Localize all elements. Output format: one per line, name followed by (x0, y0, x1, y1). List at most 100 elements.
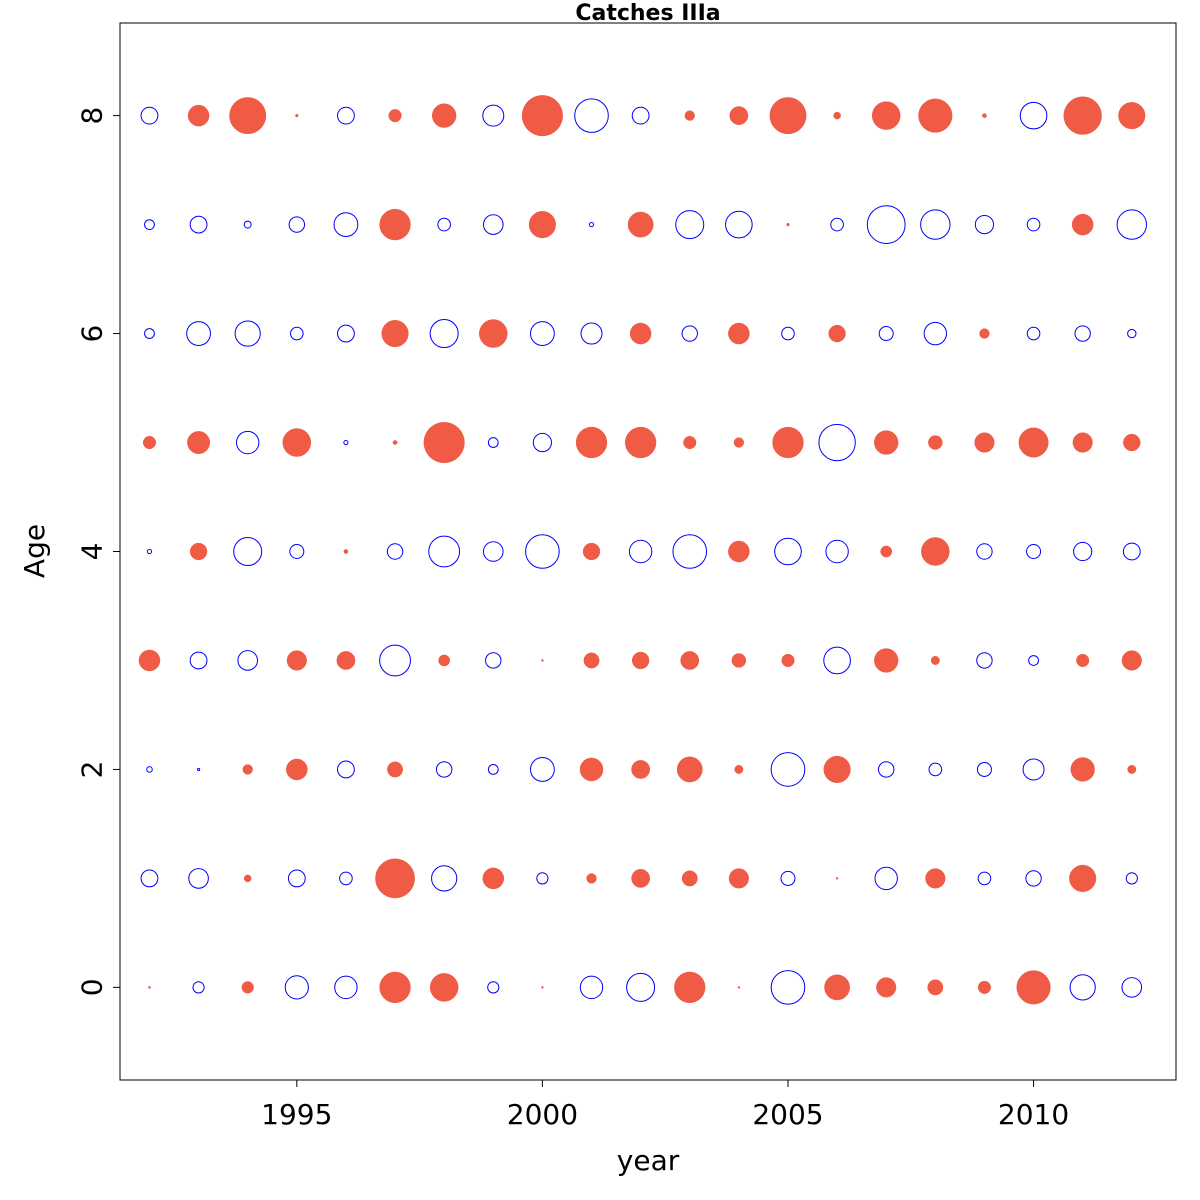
bubble-negative (236, 430, 260, 455)
bubble-positive (627, 211, 654, 238)
bubble-negative (428, 535, 461, 568)
bubble-negative (530, 757, 555, 782)
bubble-positive (737, 986, 741, 989)
x-tick-label: 2000 (507, 1098, 578, 1131)
bubble-positive (631, 651, 650, 670)
bubble-negative (1026, 217, 1041, 232)
bubble-negative (1025, 870, 1042, 887)
bubble-negative (1022, 758, 1045, 781)
bubble-negative (482, 541, 504, 562)
bubble-positive (874, 430, 899, 455)
bubble-positive (582, 542, 601, 561)
bubble-positive (928, 435, 943, 450)
y-tick-label: 4 (76, 543, 109, 561)
bubble-positive (138, 649, 161, 672)
bubble-layer (138, 95, 1147, 1005)
bubble-positive (835, 877, 839, 880)
bubble-positive (1121, 650, 1142, 671)
bubble-negative (435, 761, 453, 778)
bubble-positive (733, 437, 745, 448)
bubble-positive (1018, 427, 1049, 458)
bubble-positive (979, 328, 990, 339)
bubble-positive (1123, 433, 1141, 452)
bubble-negative (579, 975, 604, 1000)
bubble-negative (1019, 101, 1048, 130)
bubble-negative (923, 321, 948, 346)
bubble-negative (825, 539, 849, 564)
bubble-positive (381, 320, 409, 348)
bubble-negative (774, 537, 802, 566)
bubble-positive (528, 211, 556, 239)
bubble-negative (237, 650, 259, 671)
bubble-positive (579, 757, 604, 782)
bubble-negative (487, 764, 499, 775)
bubble-negative (284, 975, 309, 1000)
bubble-positive (930, 656, 940, 665)
bubble-positive (734, 764, 744, 774)
x-tick-label: 1995 (261, 1098, 332, 1131)
bubble-positive (918, 98, 953, 133)
bubble-negative (233, 537, 263, 566)
bubble-negative (532, 432, 553, 453)
bubble-negative (386, 543, 404, 560)
bubble-positive (876, 977, 897, 998)
bubble-positive (772, 426, 804, 459)
bubble-negative (334, 975, 358, 1000)
bubble-negative (144, 219, 155, 230)
bubble-positive (241, 981, 254, 994)
bubble-negative (482, 214, 504, 235)
bubble-positive (974, 432, 995, 453)
bubble-positive (432, 103, 457, 128)
bubble-negative (487, 437, 499, 448)
bubble-negative (196, 767, 201, 772)
bubble-negative (580, 322, 603, 345)
bubble-positive (781, 653, 795, 668)
bubble-positive (189, 542, 208, 561)
bubble-positive (631, 760, 650, 779)
bubble-positive (187, 431, 211, 454)
bubble-negative (977, 871, 992, 886)
bubble-positive (681, 870, 698, 887)
bubble-positive (729, 106, 749, 125)
bubble-positive (925, 868, 946, 889)
x-axis-label: year (617, 1144, 680, 1177)
plot-frame (119, 22, 1177, 1081)
bubble-positive (728, 868, 749, 889)
bubble-negative (140, 106, 159, 125)
bubble-negative (976, 761, 992, 777)
bubble-positive (680, 651, 700, 670)
bubble-negative (588, 221, 595, 228)
bubble-positive (786, 222, 790, 227)
x-axis: 1995 2000 2005 2010 (261, 1080, 1069, 1131)
bubble-negative (976, 543, 993, 560)
bubble-negative (339, 871, 353, 886)
bubble-negative (770, 970, 806, 1005)
bubble-negative (188, 868, 209, 889)
bubble-positive (828, 324, 846, 343)
bubble-negative (536, 872, 549, 885)
bubble-negative (874, 866, 898, 891)
bubble-negative (1028, 655, 1039, 666)
bubble-positive (871, 101, 901, 130)
bubble-negative (530, 321, 555, 346)
bubble-positive (187, 104, 210, 127)
bubble-negative (289, 544, 305, 559)
bubble-negative (920, 209, 951, 240)
bubble-positive (482, 867, 505, 890)
bubble-positive (438, 654, 451, 667)
bubble-positive (1076, 653, 1090, 668)
bubble-positive (392, 440, 398, 445)
bubble-negative (823, 646, 851, 675)
bubble-negative (780, 870, 796, 886)
bubble-negative (343, 439, 349, 446)
bubble-positive (243, 874, 252, 883)
bubble-positive (242, 764, 253, 775)
bubble-positive (927, 979, 944, 996)
bubble-positive (379, 971, 411, 1004)
bubble-positive (880, 545, 893, 558)
bubble-negative (1127, 328, 1137, 339)
bubble-positive (429, 973, 459, 1002)
bubble-negative (290, 326, 304, 341)
bubble-negative (574, 98, 609, 133)
bubble-negative (878, 326, 894, 342)
